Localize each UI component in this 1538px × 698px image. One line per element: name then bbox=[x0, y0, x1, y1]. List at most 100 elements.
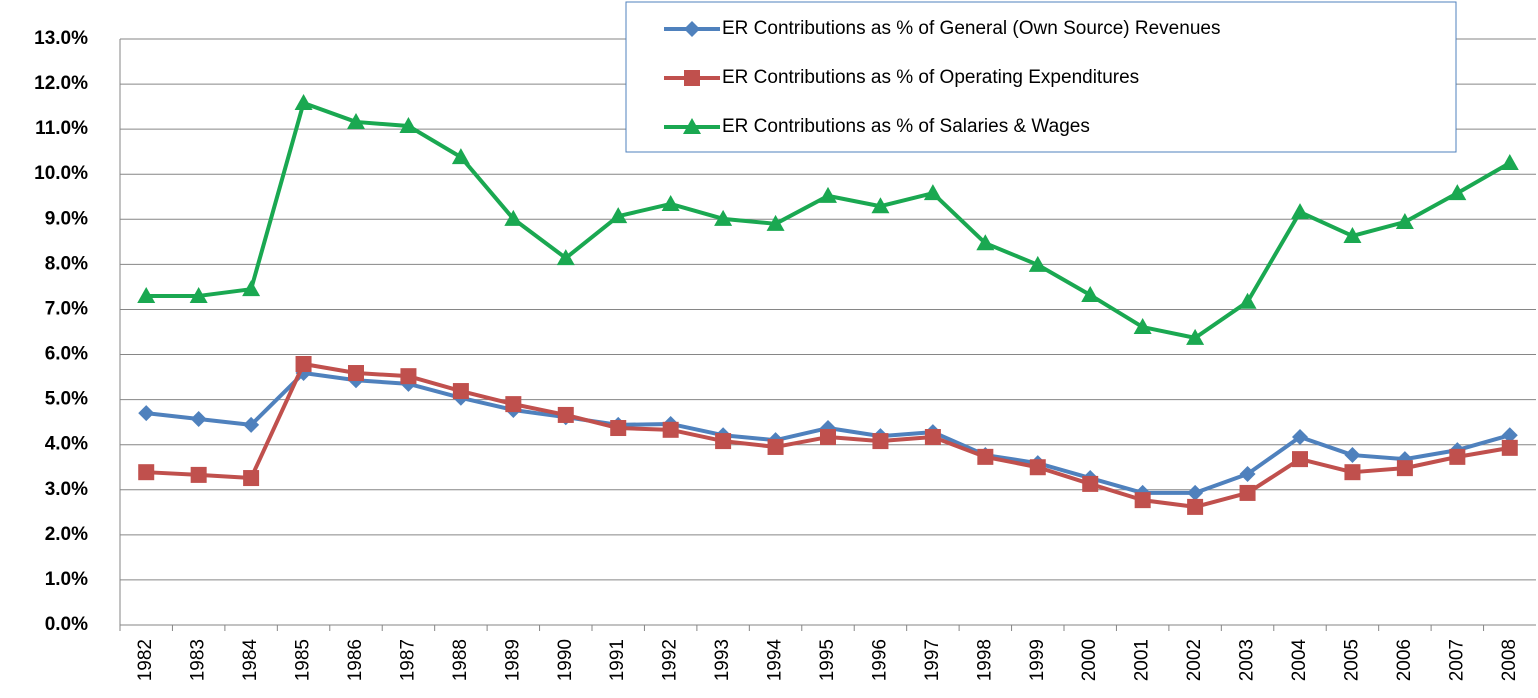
marker bbox=[137, 286, 156, 303]
marker bbox=[1501, 439, 1518, 456]
x-tick-label: 1988 bbox=[450, 639, 471, 681]
marker bbox=[766, 214, 785, 231]
y-tick-label: 3.0% bbox=[45, 479, 88, 500]
marker bbox=[190, 410, 207, 427]
x-tick-label: 2003 bbox=[1237, 639, 1258, 681]
marker bbox=[138, 464, 155, 481]
marker bbox=[1187, 484, 1204, 501]
x-tick-label: 1994 bbox=[765, 639, 786, 682]
marker bbox=[400, 368, 417, 385]
marker bbox=[1292, 451, 1308, 468]
x-tick-label: 2001 bbox=[1132, 639, 1153, 681]
x-tick-label: 1986 bbox=[345, 639, 366, 681]
marker bbox=[1500, 153, 1519, 170]
marker bbox=[977, 448, 994, 465]
y-tick-label: 10.0% bbox=[34, 163, 88, 184]
y-tick-label: 8.0% bbox=[45, 253, 88, 274]
marker bbox=[1395, 213, 1414, 230]
marker bbox=[1448, 184, 1467, 201]
y-tick-label: 12.0% bbox=[34, 73, 88, 94]
legend-label: ER Contributions as % of Salaries & Wage… bbox=[722, 116, 1090, 137]
marker bbox=[819, 186, 837, 203]
marker bbox=[923, 184, 942, 201]
marker bbox=[452, 383, 469, 400]
x-tick-label: 1989 bbox=[502, 639, 523, 681]
marker bbox=[683, 118, 701, 134]
marker bbox=[294, 94, 313, 111]
legend-label: ER Contributions as % of Operating Expen… bbox=[722, 67, 1139, 88]
x-tick-label: 2002 bbox=[1184, 639, 1205, 681]
marker bbox=[243, 470, 260, 487]
x-tick-label: 1995 bbox=[817, 639, 838, 681]
x-tick-label: 2005 bbox=[1341, 639, 1362, 681]
marker bbox=[684, 70, 700, 86]
x-tick-label: 1993 bbox=[712, 639, 733, 681]
marker bbox=[1082, 475, 1099, 492]
marker bbox=[1343, 226, 1362, 243]
marker bbox=[871, 197, 890, 214]
y-tick-label: 0.0% bbox=[45, 614, 88, 635]
x-tick-label: 1991 bbox=[607, 639, 628, 681]
marker bbox=[1029, 459, 1046, 476]
x-tick-label: 2004 bbox=[1289, 639, 1310, 682]
y-tick-label: 4.0% bbox=[45, 434, 88, 455]
marker bbox=[715, 433, 732, 450]
marker bbox=[557, 406, 574, 423]
marker bbox=[684, 21, 700, 37]
x-tick-label: 1985 bbox=[293, 639, 314, 681]
marker bbox=[1292, 429, 1308, 446]
y-tick-label: 6.0% bbox=[45, 344, 88, 365]
marker bbox=[609, 207, 628, 224]
marker bbox=[872, 433, 889, 450]
marker bbox=[189, 286, 208, 303]
marker bbox=[190, 466, 207, 483]
marker bbox=[1449, 448, 1466, 465]
y-tick-label: 1.0% bbox=[45, 569, 88, 590]
marker bbox=[451, 148, 470, 165]
marker bbox=[610, 420, 627, 437]
marker bbox=[767, 438, 784, 455]
marker bbox=[505, 396, 522, 413]
x-tick-label: 1983 bbox=[188, 639, 209, 681]
marker bbox=[662, 421, 679, 438]
marker bbox=[348, 365, 364, 382]
marker bbox=[1187, 498, 1204, 515]
legend-box bbox=[625, 1, 1457, 153]
marker bbox=[1238, 292, 1257, 309]
marker bbox=[556, 249, 575, 266]
marker bbox=[399, 116, 418, 133]
y-tick-label: 9.0% bbox=[45, 208, 88, 229]
marker bbox=[1239, 484, 1256, 501]
x-tick-label: 1990 bbox=[555, 639, 576, 681]
x-tick-label: 1987 bbox=[397, 639, 418, 681]
marker bbox=[924, 429, 941, 446]
x-tick-label: 2007 bbox=[1446, 639, 1467, 681]
marker bbox=[714, 209, 733, 226]
marker bbox=[1133, 318, 1152, 335]
y-tick-label: 13.0% bbox=[34, 28, 88, 49]
marker bbox=[1081, 286, 1100, 303]
y-tick-label: 2.0% bbox=[45, 524, 88, 545]
marker bbox=[1344, 447, 1361, 464]
marker bbox=[242, 280, 261, 297]
y-tick-label: 11.0% bbox=[35, 118, 88, 139]
legend-label: ER Contributions as % of General (Own So… bbox=[722, 18, 1220, 39]
x-tick-label: 1996 bbox=[869, 639, 890, 681]
marker bbox=[243, 416, 260, 433]
marker bbox=[1396, 460, 1413, 477]
marker bbox=[504, 209, 523, 226]
marker bbox=[1186, 328, 1205, 345]
marker bbox=[820, 429, 836, 446]
marker bbox=[1134, 492, 1151, 509]
marker bbox=[1028, 255, 1047, 272]
x-tick-label: 1999 bbox=[1027, 639, 1048, 681]
marker bbox=[295, 356, 312, 373]
marker bbox=[661, 194, 680, 211]
x-tick-label: 2008 bbox=[1499, 639, 1520, 681]
marker bbox=[1501, 427, 1518, 444]
x-tick-label: 1992 bbox=[660, 639, 681, 681]
x-tick-label: 2000 bbox=[1079, 639, 1100, 681]
marker bbox=[1291, 203, 1309, 220]
x-tick-label: 1998 bbox=[974, 639, 995, 681]
